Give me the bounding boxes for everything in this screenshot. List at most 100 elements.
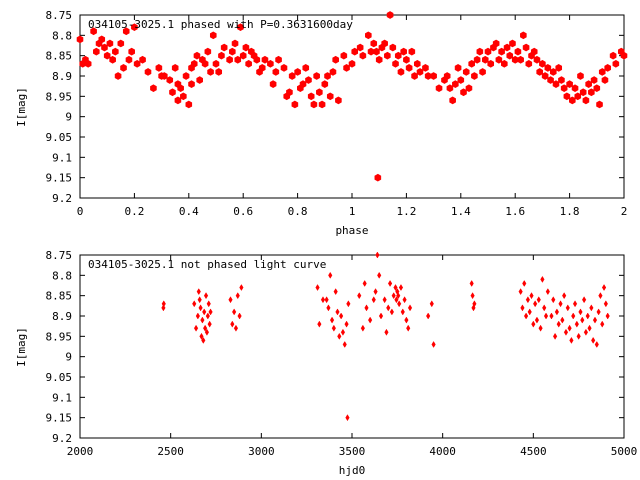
data-point (321, 80, 329, 88)
data-point (280, 64, 288, 72)
data-point (391, 292, 396, 300)
data-point (261, 55, 269, 64)
data-point (207, 320, 212, 328)
data-point (331, 324, 336, 332)
data-point (106, 39, 114, 48)
data-point (313, 72, 320, 80)
data-point (212, 59, 220, 68)
data-point (365, 31, 372, 40)
data-point (203, 292, 209, 300)
data-point (332, 55, 339, 64)
data-point (576, 332, 581, 340)
data-point (547, 76, 554, 84)
data-point (538, 324, 543, 332)
data-point (435, 84, 443, 93)
data-point (375, 251, 380, 259)
data-point (166, 76, 174, 84)
data-point (242, 43, 250, 52)
data-point (192, 300, 197, 308)
data-point (424, 72, 432, 80)
data-point (232, 308, 237, 316)
data-point (400, 47, 407, 56)
data-point (329, 68, 337, 76)
data-point (429, 300, 434, 308)
x-axis-label: phase (335, 224, 368, 237)
y-tick-label: 8.9 (52, 310, 72, 323)
data-point (90, 27, 97, 36)
y-axis-label: I[mag] (15, 87, 28, 127)
plot-title: 034105-3025.1 phased with P=0.3631600day (88, 18, 353, 31)
data-point (484, 47, 492, 56)
data-point (392, 59, 399, 68)
data-point (316, 88, 323, 97)
data-point (371, 296, 376, 304)
data-point (498, 47, 505, 56)
x-tick-label: 2500 (157, 445, 184, 458)
data-point (169, 88, 176, 97)
data-point (542, 304, 547, 312)
data-point (530, 47, 538, 56)
data-point (229, 47, 236, 56)
data-point (197, 296, 202, 304)
data-point (185, 100, 193, 109)
data-point (563, 92, 571, 101)
data-point (396, 292, 401, 300)
data-point (585, 80, 592, 88)
data-point (133, 59, 141, 68)
data-point (237, 23, 244, 32)
data-point (430, 72, 437, 80)
data-point (556, 320, 561, 328)
data-point (98, 35, 106, 44)
data-point (117, 39, 125, 48)
y-tick-label: 8.8 (52, 269, 72, 282)
data-point (471, 72, 478, 80)
x-tick-label: 0.6 (233, 205, 253, 218)
data-point (517, 55, 524, 64)
data-point (237, 312, 242, 320)
data-point (555, 64, 563, 72)
data-point (150, 84, 157, 93)
x-tick-label: 1.8 (560, 205, 580, 218)
data-point (208, 308, 213, 316)
data-point (403, 55, 410, 64)
phased-light-curve-panel: 0 0.2 0.4 0.6 0.8 1 1.2 1.4 1.6 1.8 2 8.75 8.8 8.85 8.… (15, 9, 627, 237)
data-point (506, 51, 514, 60)
data-point (356, 43, 364, 52)
data-point (109, 55, 116, 64)
data-point (398, 284, 404, 292)
data-point (536, 296, 541, 304)
data-point (204, 47, 212, 56)
data-point (386, 11, 394, 19)
data-point (114, 72, 122, 80)
data-point (592, 316, 598, 324)
data-point (373, 288, 378, 296)
data-point (514, 47, 522, 56)
data-point (520, 31, 527, 40)
data-point (509, 39, 516, 48)
data-point (139, 55, 146, 64)
data-point (193, 324, 199, 332)
data-point (144, 68, 152, 76)
data-point (405, 64, 413, 72)
y-tick-label: 8.75 (46, 249, 73, 262)
data-points (76, 11, 628, 182)
data-point (267, 59, 274, 68)
data-point (413, 59, 421, 68)
data-point (207, 68, 214, 76)
data-point (335, 308, 340, 316)
data-point (612, 59, 620, 68)
data-point (543, 312, 549, 320)
data-point (198, 304, 203, 312)
data-point (583, 328, 589, 336)
plot-title: 034105-3025.1 not phased light curve (88, 258, 326, 271)
data-point (620, 51, 628, 60)
data-point (598, 68, 606, 76)
data-point (563, 328, 569, 336)
data-point (397, 68, 405, 76)
data-point (402, 296, 407, 304)
data-point (272, 68, 280, 76)
data-point (589, 304, 594, 312)
data-point (591, 336, 596, 344)
data-point (328, 271, 333, 279)
